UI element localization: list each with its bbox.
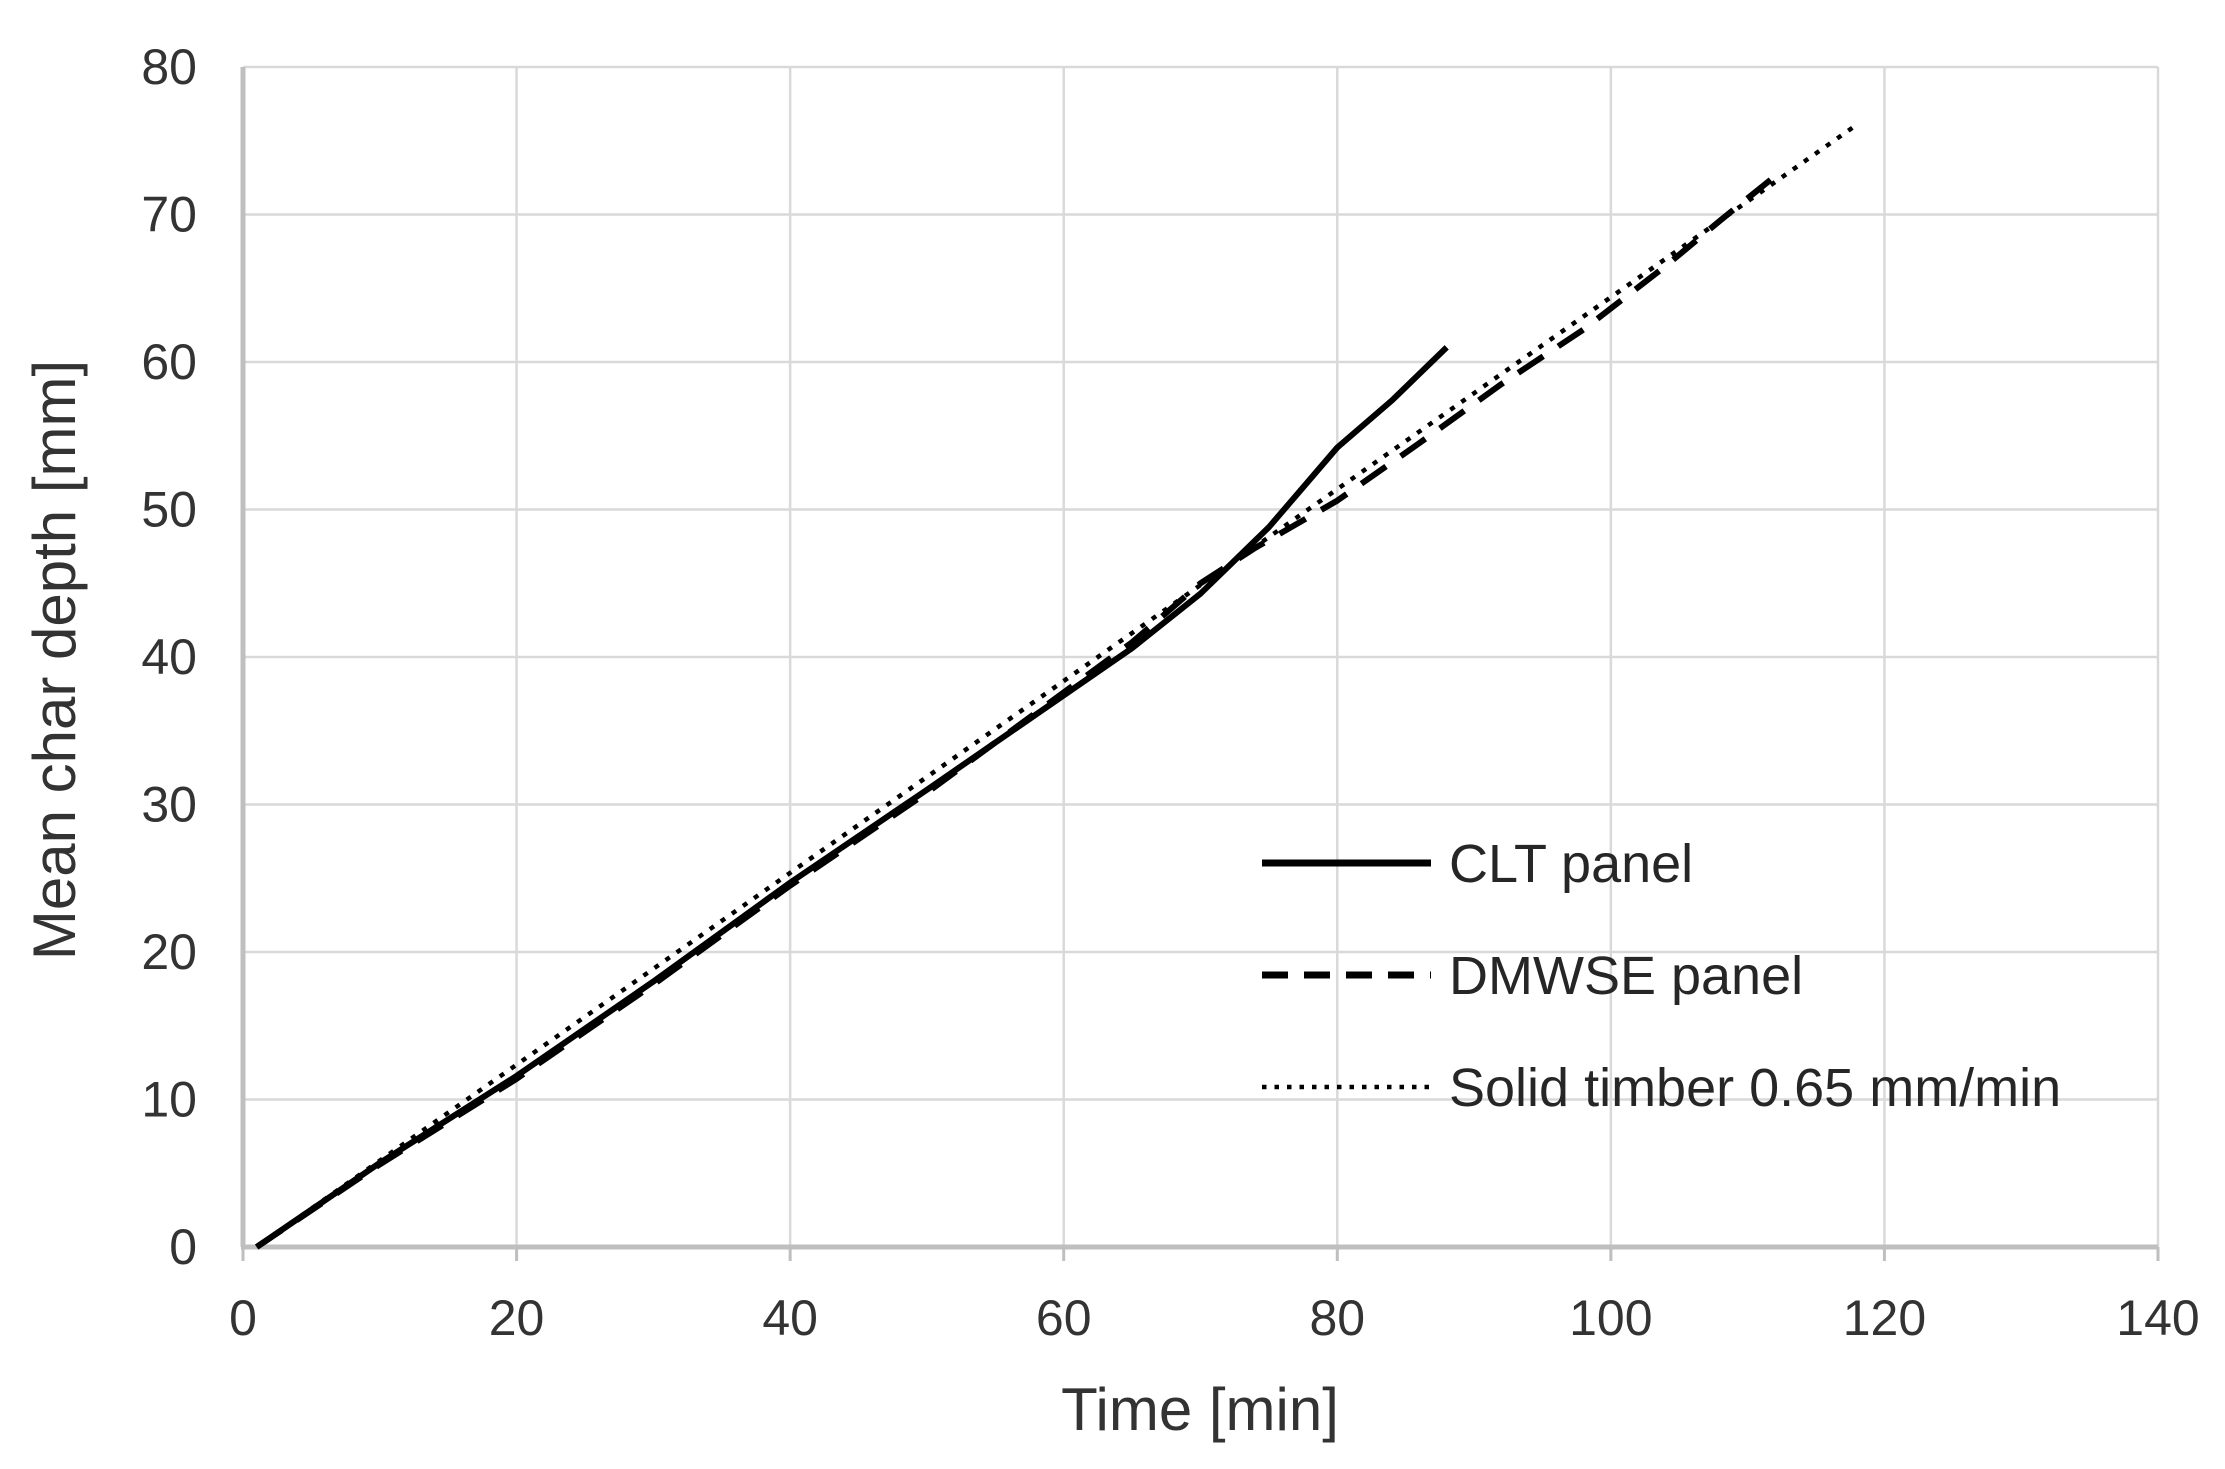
y-tick-label: 0 (169, 1219, 197, 1275)
tick-labels: 0 20 40 60 80 100 120 140 0 10 20 30 40 50 60 70 80 (141, 39, 2199, 1346)
series-lines (255, 122, 1859, 1250)
y-tick-label: 20 (141, 924, 197, 980)
axes (240, 67, 2158, 1250)
tick-marks (241, 1247, 2160, 1261)
x-tick-label: 120 (1843, 1290, 1926, 1346)
y-tick-label: 30 (141, 777, 197, 833)
gridlines (243, 65, 2160, 1247)
series-line-dmwse-panel (255, 173, 1777, 1250)
legend-label-solid-timber-0-65-mm-min: Solid timber 0.65 mm/min (1449, 1058, 2061, 1118)
x-axis-title: Time [min] (1061, 1376, 1339, 1443)
x-tick-label: 60 (1036, 1290, 1092, 1346)
y-axis-title: Mean char depth [mm] (21, 360, 88, 960)
x-tick-label: 0 (229, 1290, 257, 1346)
series-line-solid-timber-0-65-mm-min (255, 122, 1859, 1249)
x-tick-label: 100 (1569, 1290, 1652, 1346)
legend-label-clt-panel: CLT panel (1449, 834, 1693, 894)
x-tick-label: 140 (2116, 1290, 2199, 1346)
x-tick-label: 40 (762, 1290, 818, 1346)
y-tick-label: 10 (141, 1072, 197, 1128)
y-tick-label: 60 (141, 334, 197, 390)
series-line-clt-panel (255, 345, 1449, 1250)
y-tick-label: 40 (141, 629, 197, 685)
x-tick-label: 20 (489, 1290, 545, 1346)
y-tick-label: 80 (141, 39, 197, 95)
y-tick-label: 50 (141, 482, 197, 538)
legend-label-dmwse-panel: DMWSE panel (1449, 946, 1803, 1006)
legend: CLT panel DMWSE panel Solid timber 0.65 mm… (1262, 834, 2061, 1118)
x-tick-label: 80 (1309, 1290, 1365, 1346)
y-tick-label: 70 (141, 187, 197, 243)
